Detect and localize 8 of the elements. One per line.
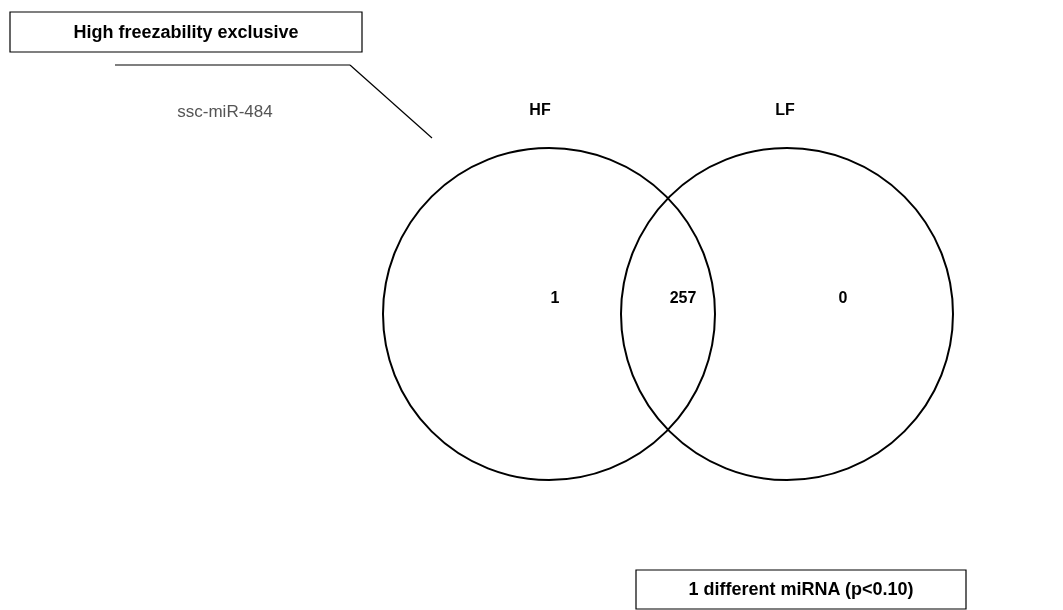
text: LF: [775, 101, 795, 118]
text: ssc-miR-484: [177, 102, 273, 121]
text: 1 different miRNA (p<0.10): [688, 579, 914, 599]
data-label: 257: [669, 289, 697, 306]
data-label: 0: [838, 289, 848, 306]
text: High freezability exclusive: [73, 22, 299, 42]
data-label: 1: [550, 289, 560, 306]
text: HF: [529, 101, 551, 118]
